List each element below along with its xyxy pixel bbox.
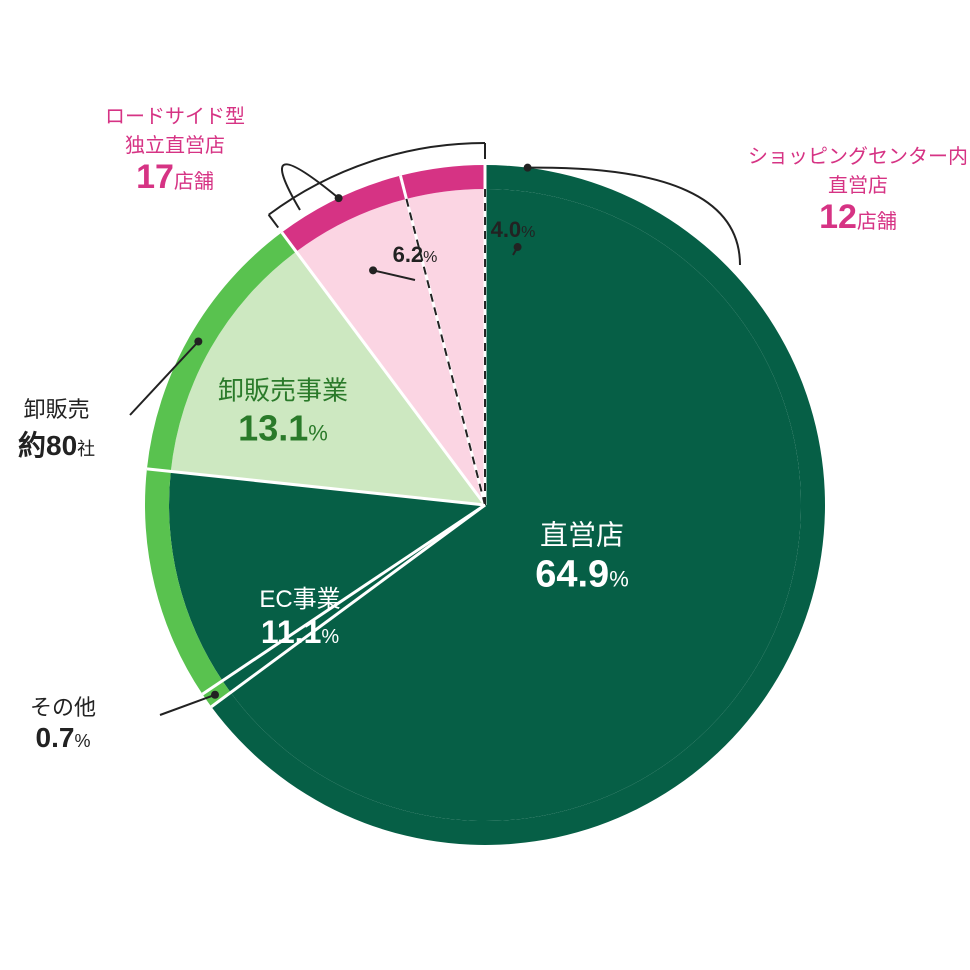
label-ec: EC事業11.1% <box>259 579 340 651</box>
label-pct: 11.1% <box>259 614 340 651</box>
ext-roadside: ロードサイド型独立直営店17店舗 <box>105 100 245 197</box>
subpct-shopping-center: 4.0% <box>491 217 536 243</box>
subpct-roadside: 6.2% <box>393 242 438 268</box>
pie-chart-container: 直営店64.9% EC事業11.1% 卸販売事業13.1% 4.0% ショッピングセンタ… <box>0 0 970 970</box>
ext-wholesale: 卸販売約80社 <box>18 392 95 464</box>
label-pct: 64.9% <box>535 554 629 597</box>
label-name: 卸販売事業 <box>218 371 348 408</box>
label-wholesale: 卸販売事業13.1% <box>218 371 348 450</box>
label-name: EC事業 <box>259 579 340 614</box>
label-name: 直営店 <box>535 514 629 554</box>
label-pct: 13.1% <box>218 408 348 450</box>
label-direct: 直営店64.9% <box>535 514 629 597</box>
ext-shopping-center: ショッピングセンター内直営店12店舗 <box>748 140 968 237</box>
ext-other: その他0.7% <box>30 690 96 754</box>
